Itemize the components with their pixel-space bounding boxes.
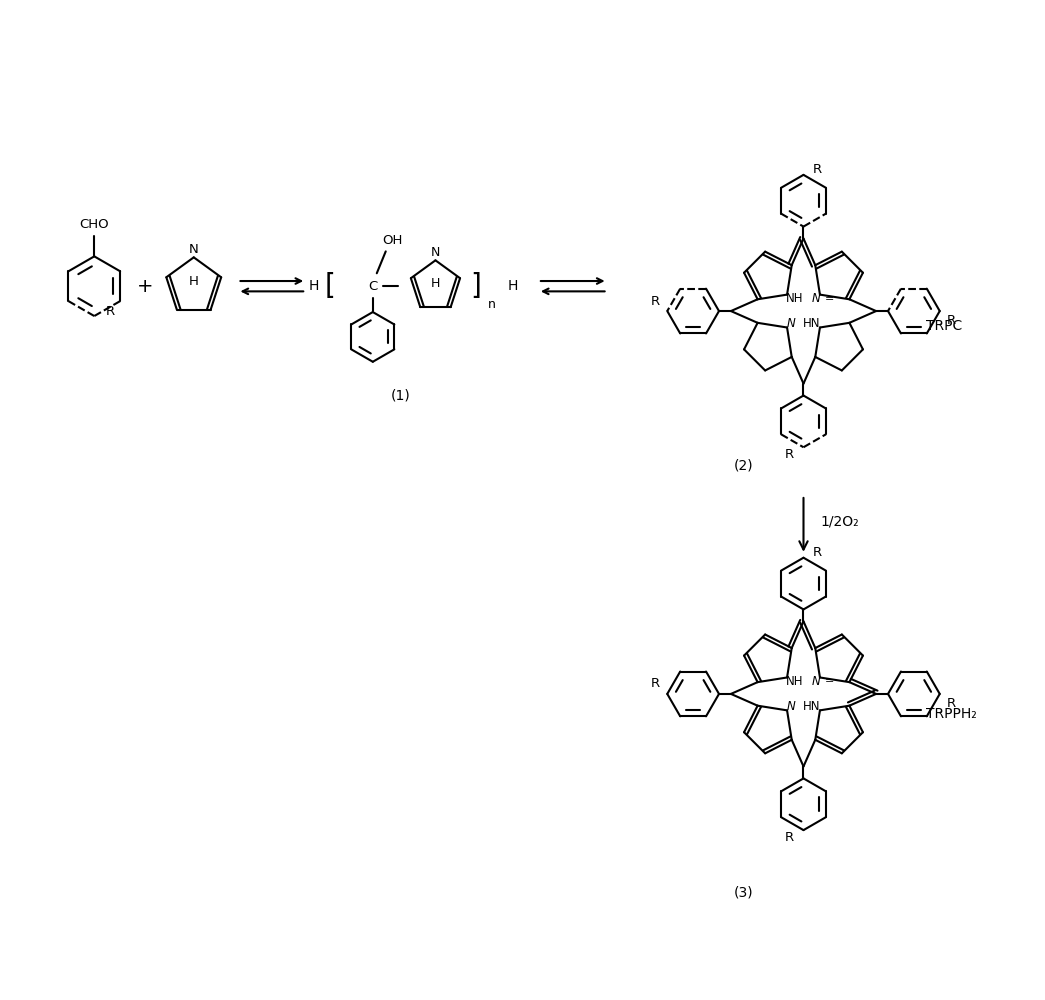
Text: R: R [947, 314, 956, 327]
Text: N: N [787, 317, 795, 330]
Text: R: R [106, 305, 115, 318]
Text: TRPC: TRPC [926, 319, 962, 333]
Text: N: N [431, 246, 440, 259]
Text: +: + [137, 277, 154, 296]
Text: TRPPH₂: TRPPH₂ [926, 707, 977, 721]
Text: N: N [812, 675, 820, 688]
Text: H: H [189, 275, 199, 288]
Text: R: R [785, 448, 794, 461]
Text: [: [ [325, 272, 335, 300]
Text: NH: NH [786, 675, 804, 688]
Text: R: R [651, 677, 659, 690]
Text: R: R [785, 831, 794, 844]
Text: R: R [813, 163, 822, 176]
Text: N: N [189, 243, 199, 256]
Text: OH: OH [382, 234, 403, 247]
Text: =: = [826, 676, 835, 686]
Text: HN: HN [804, 317, 820, 330]
Text: n: n [488, 298, 496, 311]
Text: (3): (3) [734, 886, 753, 900]
Text: N: N [787, 700, 795, 713]
Text: (2): (2) [734, 458, 753, 472]
Text: N: N [812, 292, 820, 305]
Text: ]: ] [470, 272, 481, 300]
Text: R: R [651, 295, 659, 308]
Text: 1/2O₂: 1/2O₂ [820, 515, 859, 529]
Text: H: H [308, 279, 319, 293]
Text: (1): (1) [391, 389, 411, 403]
Text: =: = [826, 294, 835, 304]
Text: C: C [368, 280, 377, 293]
Text: NH: NH [786, 292, 804, 305]
Text: H: H [431, 277, 440, 290]
Text: CHO: CHO [79, 218, 109, 231]
Text: HN: HN [804, 700, 820, 713]
Text: H: H [508, 279, 518, 293]
Text: R: R [947, 697, 956, 710]
Text: R: R [813, 546, 822, 559]
